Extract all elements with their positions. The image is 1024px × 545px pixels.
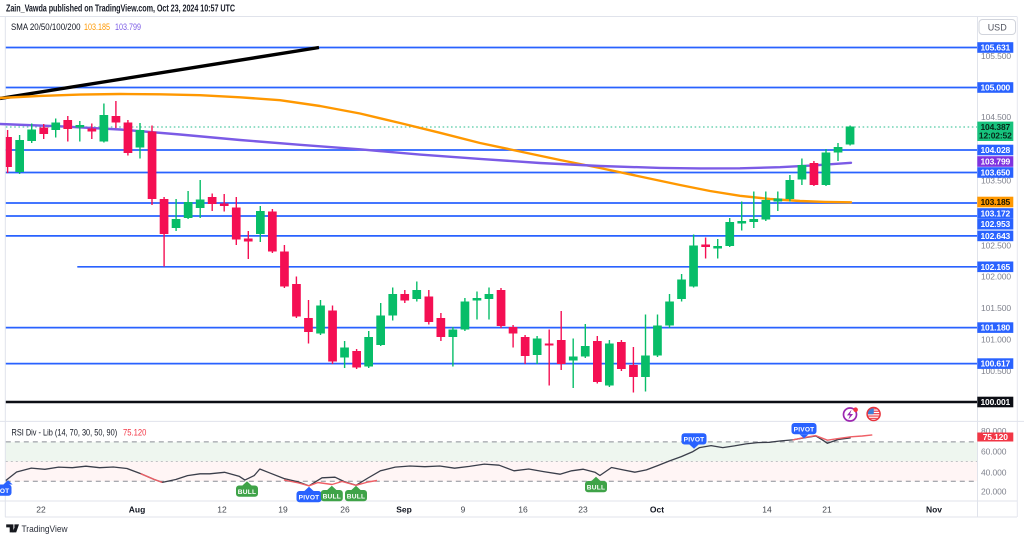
- svg-text:20.000: 20.000: [981, 486, 1007, 496]
- svg-text:SMA 20/50/100/200: SMA 20/50/100/200: [11, 22, 81, 33]
- svg-text:Sep: Sep: [396, 505, 412, 515]
- svg-text:102.953: 102.953: [980, 219, 1010, 229]
- svg-text:60.000: 60.000: [981, 446, 1007, 456]
- svg-text:BULL: BULL: [587, 484, 605, 491]
- svg-text:Zain_Vawda published on Tradin: Zain_Vawda published on TradingView.com,…: [6, 2, 236, 14]
- svg-text:103.172: 103.172: [980, 209, 1010, 219]
- svg-text:102.643: 102.643: [980, 231, 1010, 241]
- svg-text:19: 19: [278, 505, 288, 515]
- svg-text:USD: USD: [988, 23, 1008, 33]
- svg-text:40.000: 40.000: [981, 468, 1007, 478]
- svg-text:26: 26: [340, 505, 350, 515]
- svg-text:BULL: BULL: [323, 493, 341, 500]
- svg-text:101.500: 101.500: [981, 303, 1011, 313]
- svg-text:105.500: 105.500: [981, 51, 1011, 61]
- svg-text:100.500: 100.500: [981, 366, 1011, 376]
- svg-text:14: 14: [762, 505, 772, 515]
- svg-text:103.185: 103.185: [980, 197, 1010, 207]
- svg-text:12:02:52: 12:02:52: [979, 131, 1012, 141]
- svg-text:23: 23: [578, 505, 588, 515]
- svg-text:75.120: 75.120: [983, 432, 1009, 442]
- svg-text:9: 9: [461, 505, 466, 515]
- svg-text:100.617: 100.617: [980, 359, 1010, 369]
- svg-text:103.799: 103.799: [980, 157, 1010, 167]
- svg-text:16: 16: [518, 505, 528, 515]
- svg-text:101.000: 101.000: [981, 335, 1011, 345]
- svg-text:21: 21: [822, 505, 832, 515]
- svg-text:103.799: 103.799: [115, 22, 141, 32]
- svg-text:BULL: BULL: [238, 489, 256, 496]
- svg-text:103.650: 103.650: [980, 168, 1010, 178]
- svg-text:Nov: Nov: [926, 505, 942, 515]
- svg-text:104.387: 104.387: [980, 122, 1010, 132]
- svg-text:104.500: 104.500: [981, 112, 1011, 122]
- svg-text:103.500: 103.500: [981, 176, 1011, 186]
- svg-text:Aug: Aug: [129, 505, 146, 515]
- svg-text:105.000: 105.000: [980, 83, 1010, 93]
- svg-text:101.180: 101.180: [980, 323, 1010, 333]
- svg-text:BULL: BULL: [347, 493, 365, 500]
- svg-text:12: 12: [217, 505, 227, 515]
- svg-text:PIVOT: PIVOT: [299, 494, 320, 501]
- svg-text:75.120: 75.120: [123, 427, 147, 438]
- svg-text:PIVOT: PIVOT: [684, 437, 705, 444]
- svg-text:102.500: 102.500: [981, 241, 1011, 251]
- svg-text:100.001: 100.001: [980, 397, 1010, 407]
- svg-text:Oct: Oct: [650, 505, 664, 515]
- svg-text:105.631: 105.631: [980, 43, 1010, 53]
- svg-text:TradingView: TradingView: [22, 524, 69, 534]
- svg-text:22: 22: [36, 505, 46, 515]
- svg-text:RSI Div - Lib (14, 70, 30, 50,: RSI Div - Lib (14, 70, 30, 50, 90): [12, 428, 118, 438]
- svg-text:102.000: 102.000: [981, 272, 1011, 282]
- svg-text:PIVOT: PIVOT: [794, 426, 815, 433]
- svg-text:103.185: 103.185: [84, 22, 110, 32]
- svg-text:104.028: 104.028: [980, 145, 1010, 155]
- svg-text:PIVOT: PIVOT: [0, 488, 9, 495]
- svg-text:102.165: 102.165: [980, 262, 1010, 272]
- svg-text:80.000: 80.000: [981, 426, 1007, 436]
